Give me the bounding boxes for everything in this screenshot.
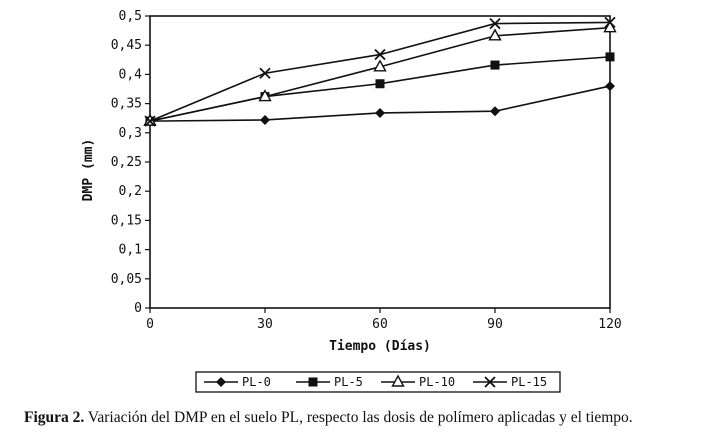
data-point-pl-10 (373, 59, 387, 72)
y-tick-label: 0,45 (111, 38, 142, 53)
legend-marker-pl-5 (308, 377, 318, 387)
legend-box (195, 371, 561, 393)
x-marker-stroke (259, 67, 271, 79)
x-axis-label: Tiempo (Días) (329, 339, 431, 354)
x-tick-label: 30 (257, 317, 273, 332)
legend-marker-pl-15 (484, 376, 496, 388)
y-tick-label: 0 (134, 301, 142, 316)
data-point-pl-10 (258, 89, 272, 102)
y-tick-label: 0,3 (119, 126, 142, 141)
legend-label-pl-5: PL-5 (334, 375, 363, 389)
legend-label-pl-0: PL-0 (242, 375, 271, 389)
x-tick-label: 0 (146, 317, 154, 332)
y-tick-label: 0,2 (119, 184, 142, 199)
x-axis-ticks: 0 30 60 90 120 (146, 308, 622, 332)
data-point-pl-5 (605, 52, 615, 62)
x-tick-label: 60 (372, 317, 388, 332)
legend-item-pl-0: PL-0 (204, 375, 271, 389)
x-tick-label: 120 (598, 317, 621, 332)
x-marker-stroke (374, 48, 386, 61)
y-tick-label: 0,35 (111, 97, 142, 112)
data-point-pl-5 (490, 60, 500, 70)
legend: PL-0 PL-5 PL-10 PL-15 (195, 371, 561, 393)
y-axis-label: DMP (mm) (81, 139, 96, 202)
data-point-pl-0 (490, 106, 500, 117)
legend-label-pl-15: PL-15 (511, 375, 547, 389)
data-point-pl-10 (488, 28, 502, 41)
data-point-pl-15 (259, 67, 271, 79)
x-marker-stroke (484, 376, 496, 388)
legend-marker-pl-0 (216, 377, 226, 387)
x-tick-label: 90 (487, 317, 503, 332)
data-point-pl-15 (604, 16, 616, 29)
data-point-pl-15 (489, 17, 501, 30)
legend-item-pl-15: PL-15 (473, 375, 547, 389)
legend-item-pl-5: PL-5 (296, 375, 363, 389)
data-point-pl-0 (260, 114, 270, 125)
y-tick-label: 0,15 (111, 213, 142, 228)
figure-label: Figura 2. (24, 409, 85, 426)
legend-label-pl-10: PL-10 (419, 375, 455, 389)
legend-marker-pl-10 (391, 374, 405, 387)
data-point-pl-15 (374, 48, 386, 61)
x-marker-stroke (144, 115, 156, 127)
figure-caption: Figura 2. Variación del DMP en el suelo … (24, 409, 704, 427)
data-point-pl-0 (605, 81, 615, 92)
data-point-pl-15 (144, 115, 156, 127)
y-tick-label: 0,4 (119, 67, 143, 82)
series-layer (143, 16, 617, 127)
y-axis-ticks: 0 0,05 0,1 0,15 0,2 0,25 0,3 0,35 0,4 0,45 0,5 (111, 9, 150, 316)
x-marker-stroke (604, 16, 616, 29)
data-point-pl-10 (603, 20, 617, 33)
data-point-pl-5 (375, 79, 385, 89)
y-tick-label: 0,05 (111, 272, 142, 287)
series-pl-0 (145, 81, 615, 127)
x-marker-stroke (489, 17, 501, 30)
y-tick-label: 0,25 (111, 155, 142, 170)
legend-item-pl-10: PL-10 (381, 374, 455, 389)
caption-text: Variación del DMP en el suelo PL, respec… (84, 409, 633, 426)
series-pl-15 (144, 16, 616, 127)
series-line-pl-10 (149, 26, 611, 122)
data-point-pl-0 (375, 107, 385, 118)
y-tick-label: 0,1 (119, 243, 142, 258)
y-tick-label: 0,5 (119, 9, 142, 24)
